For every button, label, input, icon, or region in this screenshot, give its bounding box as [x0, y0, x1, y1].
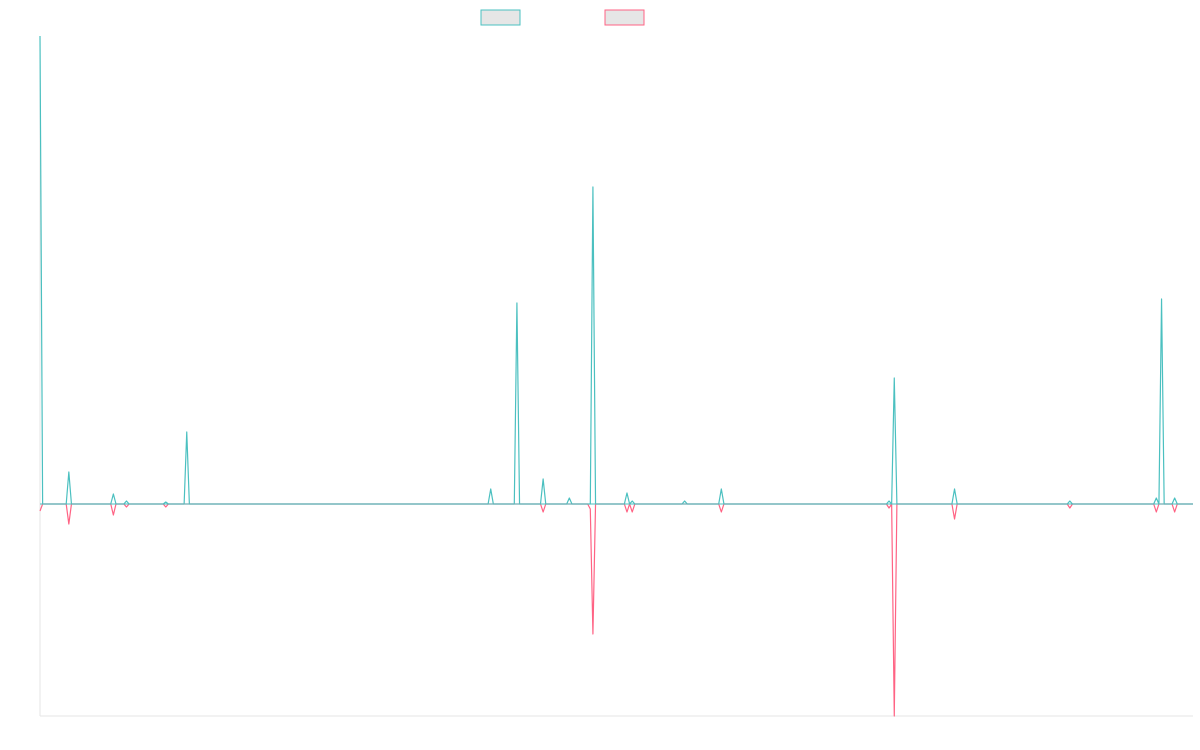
axes [39, 36, 1193, 717]
series-layer [39, 35, 1193, 717]
series-line-1 [39, 503, 1193, 717]
legend[interactable] [480, 9, 645, 26]
legend-swatch-0[interactable] [480, 9, 521, 26]
series-line-0 [39, 35, 1193, 505]
legend-swatch-1[interactable] [604, 9, 645, 26]
